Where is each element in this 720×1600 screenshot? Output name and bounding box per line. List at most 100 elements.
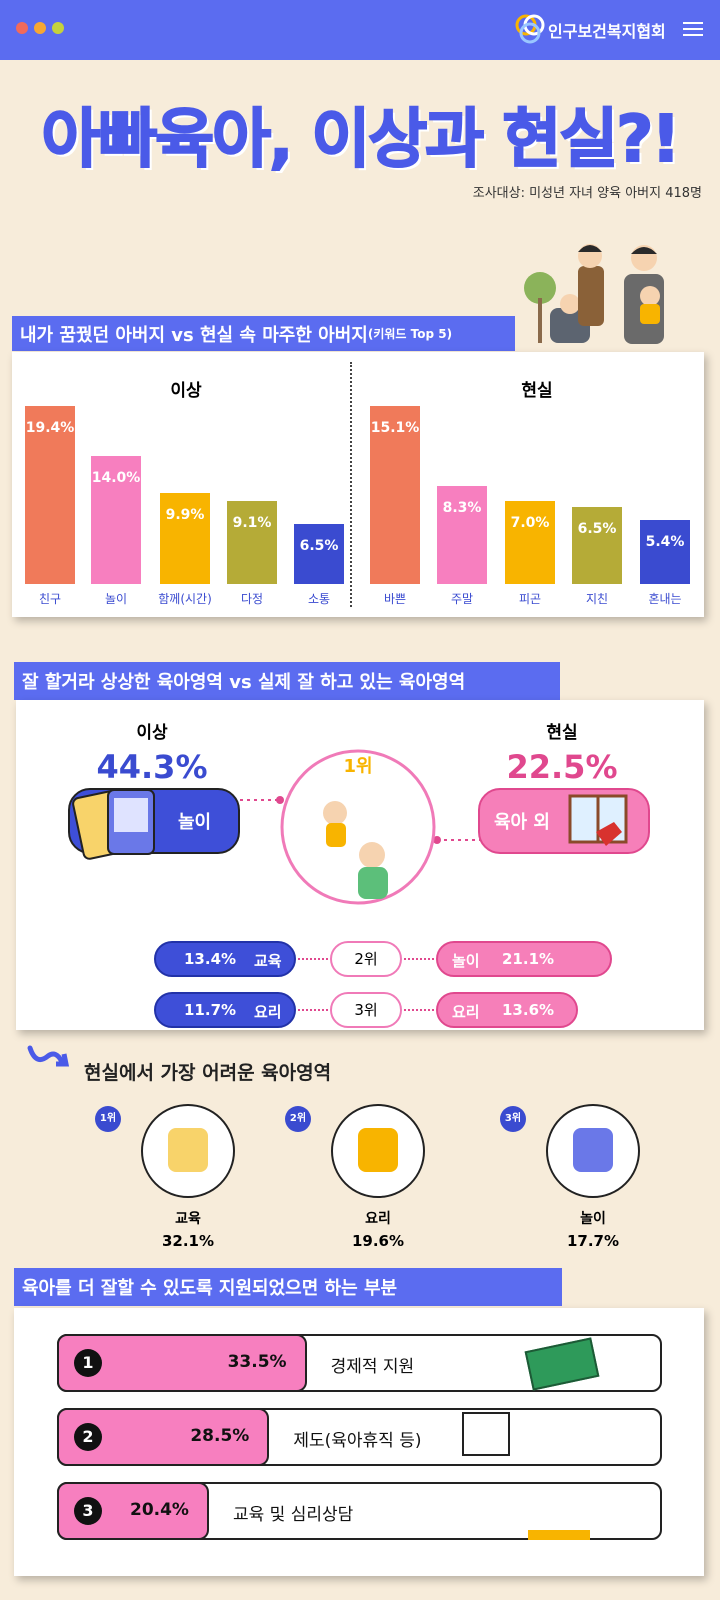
x-tick-label: 혼내는	[648, 592, 682, 606]
item-name: 교육	[175, 1211, 201, 1227]
icon	[358, 1128, 398, 1172]
section-title: 내가 꿈꿨던 아버지 vs 현실 속 마주한 아버지	[20, 324, 368, 346]
value-label: 5.4%	[645, 534, 685, 551]
connector	[240, 749, 480, 905]
house-icon	[462, 1412, 510, 1456]
window-dots	[16, 22, 64, 34]
bar	[227, 500, 277, 584]
chair-icon	[528, 1490, 590, 1540]
bar	[160, 493, 210, 584]
real-item: 요리	[452, 1003, 480, 1021]
ideal-label: 이상	[136, 723, 168, 743]
section-title: 현실에서 가장 어려운 육아영역	[84, 1062, 332, 1084]
value-label: 9.9%	[165, 507, 205, 524]
value-label: 6.5%	[577, 521, 617, 538]
icon-circle	[141, 1104, 235, 1198]
bar	[57, 1408, 270, 1466]
x-tick-label: 소통	[307, 592, 331, 606]
value-label: 7.0%	[510, 515, 550, 532]
bar	[640, 520, 690, 584]
value-label: 19.4%	[25, 420, 75, 436]
ideal-value: 44.3%	[96, 748, 208, 786]
rank: 3	[74, 1497, 102, 1525]
section-label: 육아를 더 잘할 수 있도록 지원되었으면 하는 부분	[14, 1268, 562, 1306]
rank: 2	[74, 1423, 102, 1451]
x-tick-label: 지친	[585, 592, 609, 606]
x-tick-label: 피곤	[518, 592, 542, 606]
ideal-item: 놀이	[178, 812, 212, 833]
real-rank-pill	[436, 992, 578, 1028]
real-item: 육아 외	[494, 812, 550, 833]
bar	[91, 455, 141, 584]
item-value: 17.7%	[566, 1232, 620, 1250]
real-item: 놀이	[452, 952, 480, 970]
logo: 인구보건복지협회	[548, 22, 666, 41]
divider	[350, 362, 352, 607]
value-label: 14.0%	[91, 469, 141, 486]
chart-title: 이상	[170, 381, 202, 401]
bar	[505, 501, 555, 584]
bar	[25, 406, 75, 584]
real-value: 21.1%	[502, 950, 555, 968]
bar	[370, 406, 420, 584]
section-note: (키워드 Top 5)	[367, 327, 453, 341]
real-rank-pill	[436, 941, 612, 977]
item-name: 놀이	[580, 1211, 606, 1227]
section-label: 내가 꿈꿨던 아버지 vs 현실 속 마주한 아버지 (키워드 Top 5)	[12, 316, 515, 351]
connector	[404, 958, 434, 960]
top-rank: 1위	[343, 756, 373, 777]
subtitle: 조사대상: 미성년 자녀 양육 아버지 418명	[472, 186, 702, 201]
card-icon	[72, 789, 155, 860]
item-name: 요리	[365, 1211, 391, 1227]
value-label: 33.5%	[227, 1352, 287, 1372]
value-label: 6.5%	[299, 538, 339, 555]
title: 아빠육아, 이상과 현실?!	[40, 102, 681, 178]
ideal-item: 교육	[254, 952, 282, 970]
x-tick-label: 바쁜	[383, 592, 407, 606]
rank-badge: 1위	[95, 1106, 121, 1132]
ideal-item: 요리	[254, 1003, 282, 1021]
x-tick-label: 친구	[38, 592, 62, 606]
x-tick-label: 함께(시간)	[158, 592, 212, 606]
ideal-rank-pill	[154, 941, 296, 977]
header: 인구보건복지협회	[0, 0, 720, 60]
illustration-family	[524, 244, 664, 344]
connector	[298, 1009, 328, 1011]
section-title: 육아를 더 잘할 수 있도록 지원되었으면 하는 부분	[22, 1278, 398, 1299]
section-title: 잘 할거라 상상한 육아영역 vs 실제 잘 하고 있는 육아영역	[22, 672, 466, 693]
x-tick-label: 다정	[240, 592, 264, 606]
value-label: 20.4%	[129, 1500, 189, 1520]
arrow-icon	[27, 1045, 70, 1067]
category-label: 제도(육아휴직 등)	[293, 1431, 422, 1451]
value-label: 28.5%	[190, 1426, 250, 1446]
x-tick-label: 놀이	[104, 592, 128, 606]
window-icon	[568, 794, 628, 846]
category-label: 교육 및 심리상담	[232, 1505, 354, 1525]
section-label: 잘 할거라 상상한 육아영역 vs 실제 잘 하고 있는 육아영역	[14, 662, 560, 700]
rank: 1	[74, 1349, 102, 1377]
ideal-value: 11.7%	[184, 1001, 237, 1019]
value-label: 15.1%	[370, 420, 420, 436]
bar	[294, 524, 344, 584]
value-label: 9.1%	[232, 514, 272, 531]
menu-icon[interactable]	[682, 20, 704, 38]
ideal-value: 13.4%	[184, 950, 237, 968]
chart-title: 현실	[521, 381, 553, 401]
rank-badge: 2위	[285, 1106, 311, 1132]
icon	[573, 1128, 613, 1172]
rank-pill: 2위	[330, 941, 402, 977]
bar	[437, 486, 487, 584]
value-label: 8.3%	[442, 500, 482, 517]
connector	[404, 1009, 434, 1011]
bar	[572, 507, 622, 584]
x-tick-label: 주말	[450, 592, 474, 606]
real-label: 현실	[546, 723, 578, 743]
real-value: 13.6%	[502, 1001, 555, 1019]
category-label: 경제적 지원	[330, 1357, 415, 1377]
item-value: 19.6%	[351, 1232, 405, 1250]
icon	[168, 1128, 208, 1172]
ideal-rank-pill	[154, 992, 296, 1028]
real-value: 22.5%	[506, 748, 618, 786]
item-value: 32.1%	[161, 1232, 215, 1250]
